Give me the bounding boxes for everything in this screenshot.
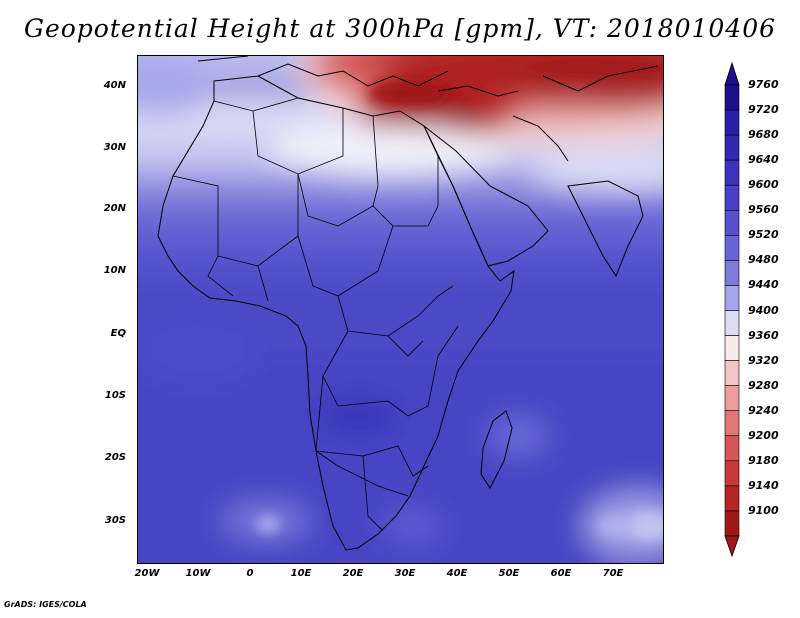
colorbar-swatch [724, 335, 740, 361]
colorbar-level-label: 9720 [748, 103, 779, 117]
lon-label-20e: 20E [342, 568, 364, 579]
colorbar-level-label: 9400 [748, 303, 779, 317]
lon-label-0: 0 [246, 568, 254, 579]
colorbar-swatch [724, 134, 740, 161]
map-panel [137, 55, 664, 564]
lat-label-30n: 30N [103, 142, 126, 153]
colorbar-level-label: 9640 [748, 153, 779, 167]
colorbar-swatch [724, 184, 740, 211]
colorbar-swatch [724, 410, 740, 437]
colorbar-level-label: 9520 [748, 228, 779, 242]
colorbar-swatch [724, 485, 740, 512]
lon-label-10w: 10W [185, 568, 211, 579]
colorbar-level-label: 9480 [748, 253, 779, 267]
lon-label-30e: 30E [394, 568, 416, 579]
geopotential-map [138, 56, 663, 563]
page-title: Geopotential Height at 300hPa [gpm], VT:… [23, 14, 777, 43]
colorbar-level-label: 9140 [748, 478, 779, 492]
field-detail [256, 81, 663, 541]
country-borders [172, 97, 459, 532]
lon-label-10e: 10E [290, 568, 312, 579]
colorbar-swatch [724, 260, 740, 286]
colorbar-swatch [724, 235, 740, 261]
height-field [138, 56, 663, 563]
colorbar-swatch [724, 510, 740, 537]
colorbar-level-label: 9200 [748, 428, 779, 442]
colorbar-level-label: 9440 [748, 278, 779, 292]
colorbar-level-label: 9560 [748, 203, 779, 217]
colorbar-level-label: 9100 [748, 503, 779, 517]
lon-label-70e: 70E [602, 568, 624, 579]
colorbar-level-label: 9760 [748, 78, 779, 91]
colorbar-level-label: 9360 [748, 328, 779, 342]
colorbar-swatch [724, 84, 740, 111]
lat-label-10n: 10N [103, 265, 126, 276]
colorbar-level-label: 9280 [748, 378, 779, 392]
colorbar-level-label: 9240 [748, 403, 779, 417]
colorbar-swatch [724, 310, 740, 336]
colorbar-swatch [724, 159, 740, 186]
coastlines [157, 56, 659, 551]
lat-label-20s: 20S [104, 452, 126, 463]
lon-label-50e: 50E [498, 568, 520, 579]
lon-label-60e: 60E [550, 568, 572, 579]
colorbar-swatch [724, 460, 740, 487]
colorbar-swatch [724, 285, 740, 311]
lat-label-20n: 20N [103, 203, 126, 214]
colorbar-level-label: 9600 [748, 178, 779, 192]
colorbar-bottom-arrow [724, 535, 740, 558]
colorbar-level-label: 9320 [748, 353, 779, 367]
lat-label-30s: 30S [104, 515, 126, 526]
lat-label-40n: 40N [103, 80, 126, 91]
colorbar-swatch [724, 435, 740, 462]
colorbar-swatch [724, 385, 740, 412]
colorbar-swatch [724, 109, 740, 136]
colorbar-swatch [724, 209, 740, 236]
colorbar-level-label: 9680 [748, 128, 779, 142]
colorbar-level-label: 9180 [748, 453, 779, 467]
lat-label-10s: 10S [104, 390, 126, 401]
lat-label-eq: EQ [110, 328, 126, 339]
lon-label-20w: 20W [134, 568, 160, 579]
grads-credit: GrADS: IGES/COLA [4, 600, 87, 609]
colorbar-swatch [724, 360, 740, 386]
colorbar-top-arrow [724, 61, 740, 86]
lon-label-40e: 40E [446, 568, 468, 579]
